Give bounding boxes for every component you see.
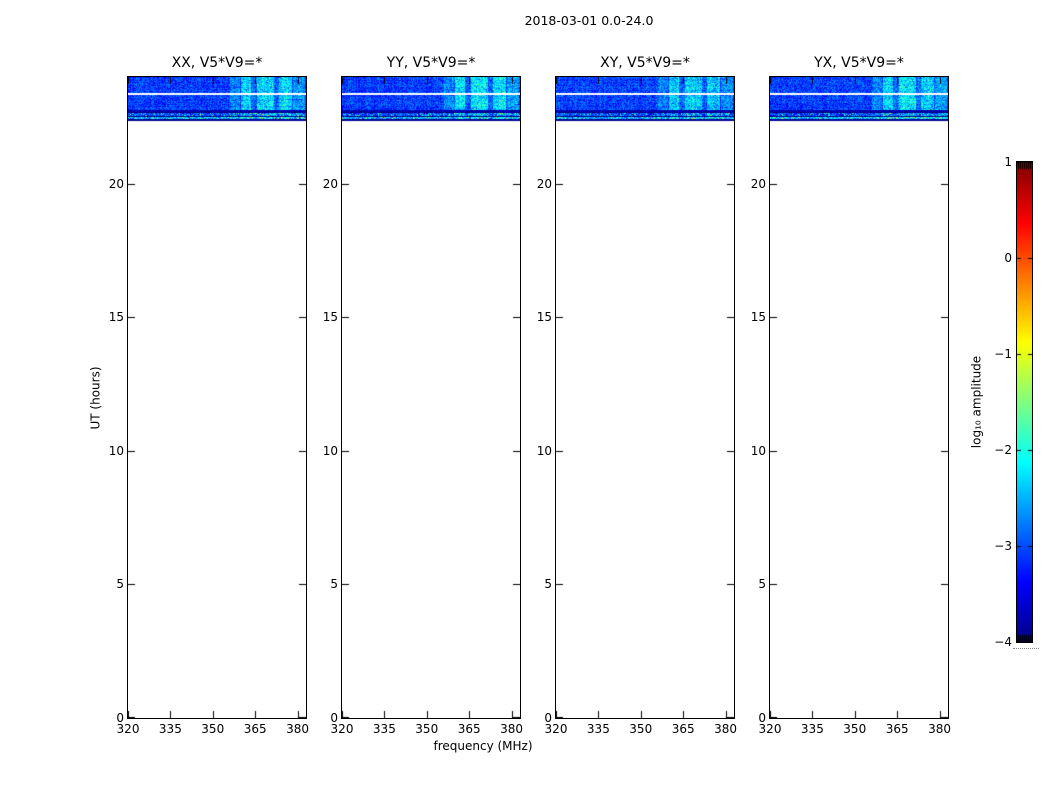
colorbar-tick-label: −4 xyxy=(994,635,1012,649)
y-tick-label: 10 xyxy=(536,443,552,458)
y-tick-label: 20 xyxy=(536,176,552,191)
y-tick-label: 5 xyxy=(330,577,338,592)
x-tick-label: 365 xyxy=(243,722,267,736)
y-tick-label: 10 xyxy=(750,443,766,458)
y-tick-label: 15 xyxy=(322,310,338,325)
x-tick-label: 320 xyxy=(544,722,568,736)
spectrogram-yy-canvas xyxy=(342,77,520,718)
x-tick-label: 335 xyxy=(372,722,396,736)
y-tick-label: 0 xyxy=(330,711,338,725)
spectrogram-xx-canvas xyxy=(128,77,306,718)
colorbar xyxy=(1016,161,1033,643)
y-axis-label: UT (hours) xyxy=(88,366,103,430)
y-tick-label: 15 xyxy=(108,310,124,325)
y-tick-label: 10 xyxy=(108,443,124,458)
x-tick-label: 380 xyxy=(928,722,951,736)
panel-yy xyxy=(341,76,521,719)
x-tick-label: 350 xyxy=(843,722,867,736)
spectrogram-yx-canvas xyxy=(770,77,948,718)
x-tick-label: 380 xyxy=(286,722,309,736)
x-tick-label: 350 xyxy=(629,722,653,736)
x-tick-label: 335 xyxy=(586,722,610,736)
y-tick-label: 0 xyxy=(758,711,766,725)
y-tick-label: 5 xyxy=(544,577,552,592)
colorbar-tick-label: −1 xyxy=(994,347,1012,361)
x-tick-label: 380 xyxy=(714,722,737,736)
panel-title-xx: XX, V5*V9=* xyxy=(171,55,263,71)
x-tick-label: 380 xyxy=(500,722,523,736)
panel-title-yy: YY, V5*V9=* xyxy=(386,55,476,71)
y-tick-label: 10 xyxy=(322,443,338,458)
colorbar-canvas xyxy=(1017,162,1032,642)
y-tick-label: 5 xyxy=(758,577,766,592)
x-tick-label: 320 xyxy=(758,722,782,736)
x-tick-label: 365 xyxy=(885,722,909,736)
panel-xx xyxy=(127,76,307,719)
panel-title-yx: YX, V5*V9=* xyxy=(814,55,904,71)
panel-title-xy: XY, V5*V9=* xyxy=(600,55,690,71)
x-tick-label: 335 xyxy=(800,722,824,736)
y-tick-label: 15 xyxy=(536,310,552,325)
x-tick-label: 320 xyxy=(330,722,354,736)
colorbar-label: log₁₀ amplitude xyxy=(969,355,984,449)
x-tick-label: 350 xyxy=(415,722,439,736)
y-tick-label: 5 xyxy=(116,577,124,592)
y-tick-label: 15 xyxy=(750,310,766,325)
y-tick-label: 0 xyxy=(116,711,124,725)
panel-yx xyxy=(769,76,949,719)
colorbar-tick-label: −3 xyxy=(994,539,1012,553)
y-tick-label: 20 xyxy=(108,176,124,191)
y-tick-label: 20 xyxy=(750,176,766,191)
x-tick-label: 335 xyxy=(158,722,182,736)
figure-title: 2018-03-01 0.0-24.0 xyxy=(524,13,654,28)
x-axis-label: frequency (MHz) xyxy=(433,739,533,753)
colorbar-tick-label: 0 xyxy=(1004,251,1012,265)
x-tick-label: 350 xyxy=(201,722,225,736)
spectrogram-xy-canvas xyxy=(556,77,734,718)
colorbar-tick-label: 1 xyxy=(1004,155,1012,169)
x-tick-label: 320 xyxy=(116,722,140,736)
panel-xy xyxy=(555,76,735,719)
y-tick-label: 20 xyxy=(322,176,338,191)
x-tick-label: 365 xyxy=(457,722,481,736)
colorbar-underflow-dots xyxy=(1013,648,1039,649)
colorbar-tick-label: −2 xyxy=(994,443,1012,457)
x-tick-label: 365 xyxy=(671,722,695,736)
y-tick-label: 0 xyxy=(544,711,552,725)
